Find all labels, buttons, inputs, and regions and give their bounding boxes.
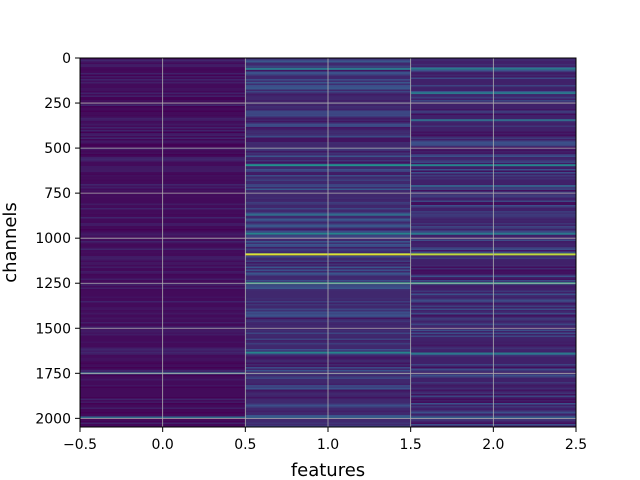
y-axis-label: channels (0, 202, 21, 283)
x-tick-label: 2.0 (482, 437, 504, 453)
y-tick-label: 1000 (35, 231, 71, 247)
x-tick-label: −0.5 (63, 437, 97, 453)
x-axis: −0.5 0.0 0.5 1.0 1.5 2.0 2.5 (63, 427, 587, 453)
y-axis: 0 250 500 750 1000 1250 1500 1750 2000 (35, 51, 80, 427)
y-tick-label: 250 (44, 96, 71, 112)
y-tick-label: 1500 (35, 321, 71, 337)
y-tick-label: 1750 (35, 366, 71, 382)
x-tick-label: 1.0 (317, 437, 339, 453)
y-tick-label: 1250 (35, 276, 71, 292)
y-tick-label: 0 (62, 51, 71, 67)
x-axis-label: features (291, 460, 365, 480)
x-tick-label: 1.5 (400, 437, 422, 453)
x-tick-label: 0.5 (234, 437, 256, 453)
y-tick-label: 750 (44, 186, 71, 202)
x-tick-label: 0.0 (152, 437, 174, 453)
y-tick-label: 500 (44, 141, 71, 157)
y-tick-label: 2000 (35, 411, 71, 427)
x-tick-label: 2.5 (565, 437, 587, 453)
